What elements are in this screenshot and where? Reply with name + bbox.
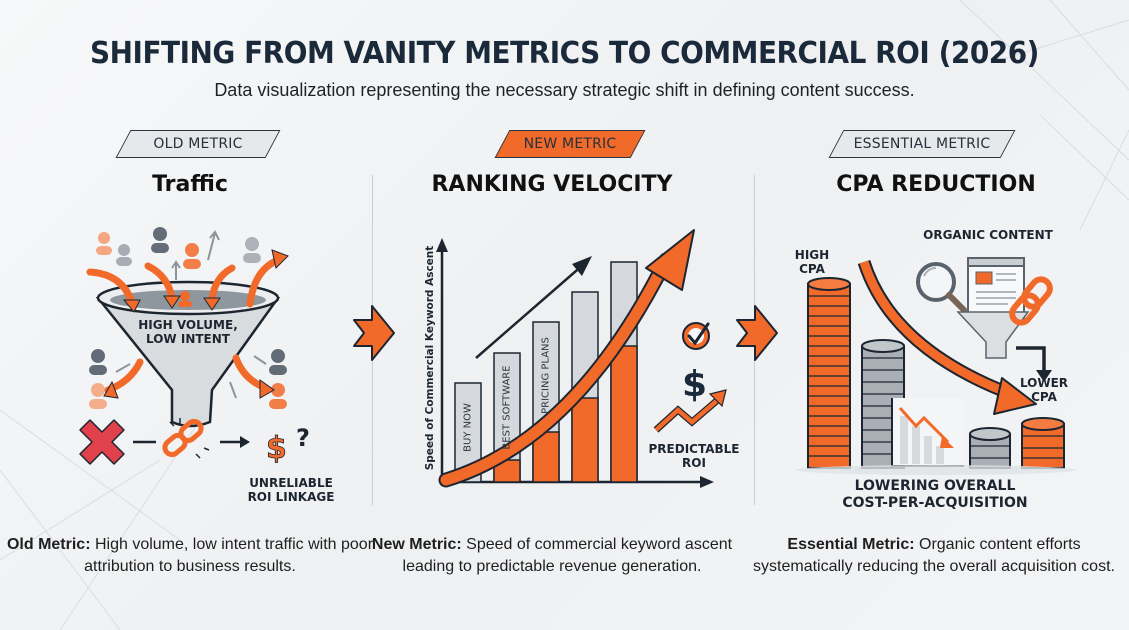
page-title: SHIFTING FROM VANITY METRICS TO COMMERCI… [90, 36, 1039, 71]
heading-traffic: Traffic [152, 172, 228, 197]
badge-essential-metric: ESSENTIAL METRIC [828, 130, 1016, 158]
cpa-reduction-illustration [796, 257, 1076, 475]
bar-label-best-software: BEST SOFTWARE [501, 365, 513, 450]
organic-content-label: ORGANIC CONTENT [923, 228, 1053, 242]
svg-text:$: $ [266, 431, 287, 466]
heading-ranking-velocity: RANKING VELOCITY [431, 172, 673, 197]
user-icon [89, 227, 287, 409]
traffic-funnel-illustration: $ ? [79, 227, 310, 466]
description-new-metric: New Metric: Speed of commercial keyword … [371, 536, 733, 575]
funnel-icon [956, 311, 1030, 359]
x-mark-icon [79, 419, 125, 465]
heading-cpa-reduction: CPA REDUCTION [836, 172, 1036, 197]
funnel-icon [95, 280, 281, 428]
coin-stack-icon [861, 339, 905, 469]
dollar-question-icon: $ ? [266, 424, 310, 466]
broken-link-icon [162, 418, 204, 458]
chevron-right-icon [736, 305, 778, 361]
column-old-metric: OLD METRIC Traffic [0, 120, 376, 630]
column-essential-metric: ESSENTIAL METRIC CPA REDUCTION [752, 120, 1128, 630]
zigzag-up-arrow-icon [653, 389, 727, 433]
page-subtitle: Data visualization representing the nece… [214, 80, 915, 100]
dollar-icon: $ [682, 364, 707, 405]
bar-label-buy-now: BUY NOW [462, 403, 474, 452]
badge-label: ESSENTIAL METRIC [853, 136, 991, 152]
down-arrow-icon [1016, 346, 1052, 382]
predictable-roi-label: PREDICTABLE ROI [648, 442, 740, 470]
badge-old-metric: OLD METRIC [115, 130, 281, 158]
declining-chart-icon [891, 398, 964, 467]
column-new-metric: NEW METRIC RANKING VELOCITY [372, 120, 752, 630]
coin-stack-icon [969, 427, 1011, 469]
badge-new-metric: NEW METRIC [494, 130, 646, 158]
bar-label-pricing-plans: PRICING PLANS [540, 337, 552, 414]
link-icon [1009, 276, 1053, 326]
chevron-right-icon [353, 305, 395, 361]
svg-text:?: ? [296, 424, 310, 452]
description-old-metric: Old Metric: High volume, low intent traf… [6, 536, 374, 575]
coin-stack-icon [807, 277, 851, 469]
check-circle-icon [682, 322, 710, 350]
coin-stack-icon [1021, 417, 1065, 469]
high-cpa-label: HIGH CPA [794, 248, 830, 276]
magnifier-icon [916, 262, 967, 313]
cpa-caption: LOWERING OVERALL COST-PER-ACQUISITION [842, 478, 1028, 511]
funnel-label: HIGH VOLUME, LOW INTENT [138, 318, 238, 346]
lower-cpa-label: LOWER CPA [1019, 376, 1069, 404]
badge-label: NEW METRIC [523, 136, 617, 152]
badge-label: OLD METRIC [153, 136, 243, 152]
ranking-velocity-chart: $ [436, 229, 727, 488]
description-essential-metric: Essential Metric: Organic content effort… [753, 536, 1115, 575]
webpage-icon [967, 257, 1025, 321]
y-axis-label: Speed of Commercial Keyword Ascent [424, 245, 436, 471]
roi-linkage-label: UNRELIABLE ROI LINKAGE [247, 476, 335, 504]
